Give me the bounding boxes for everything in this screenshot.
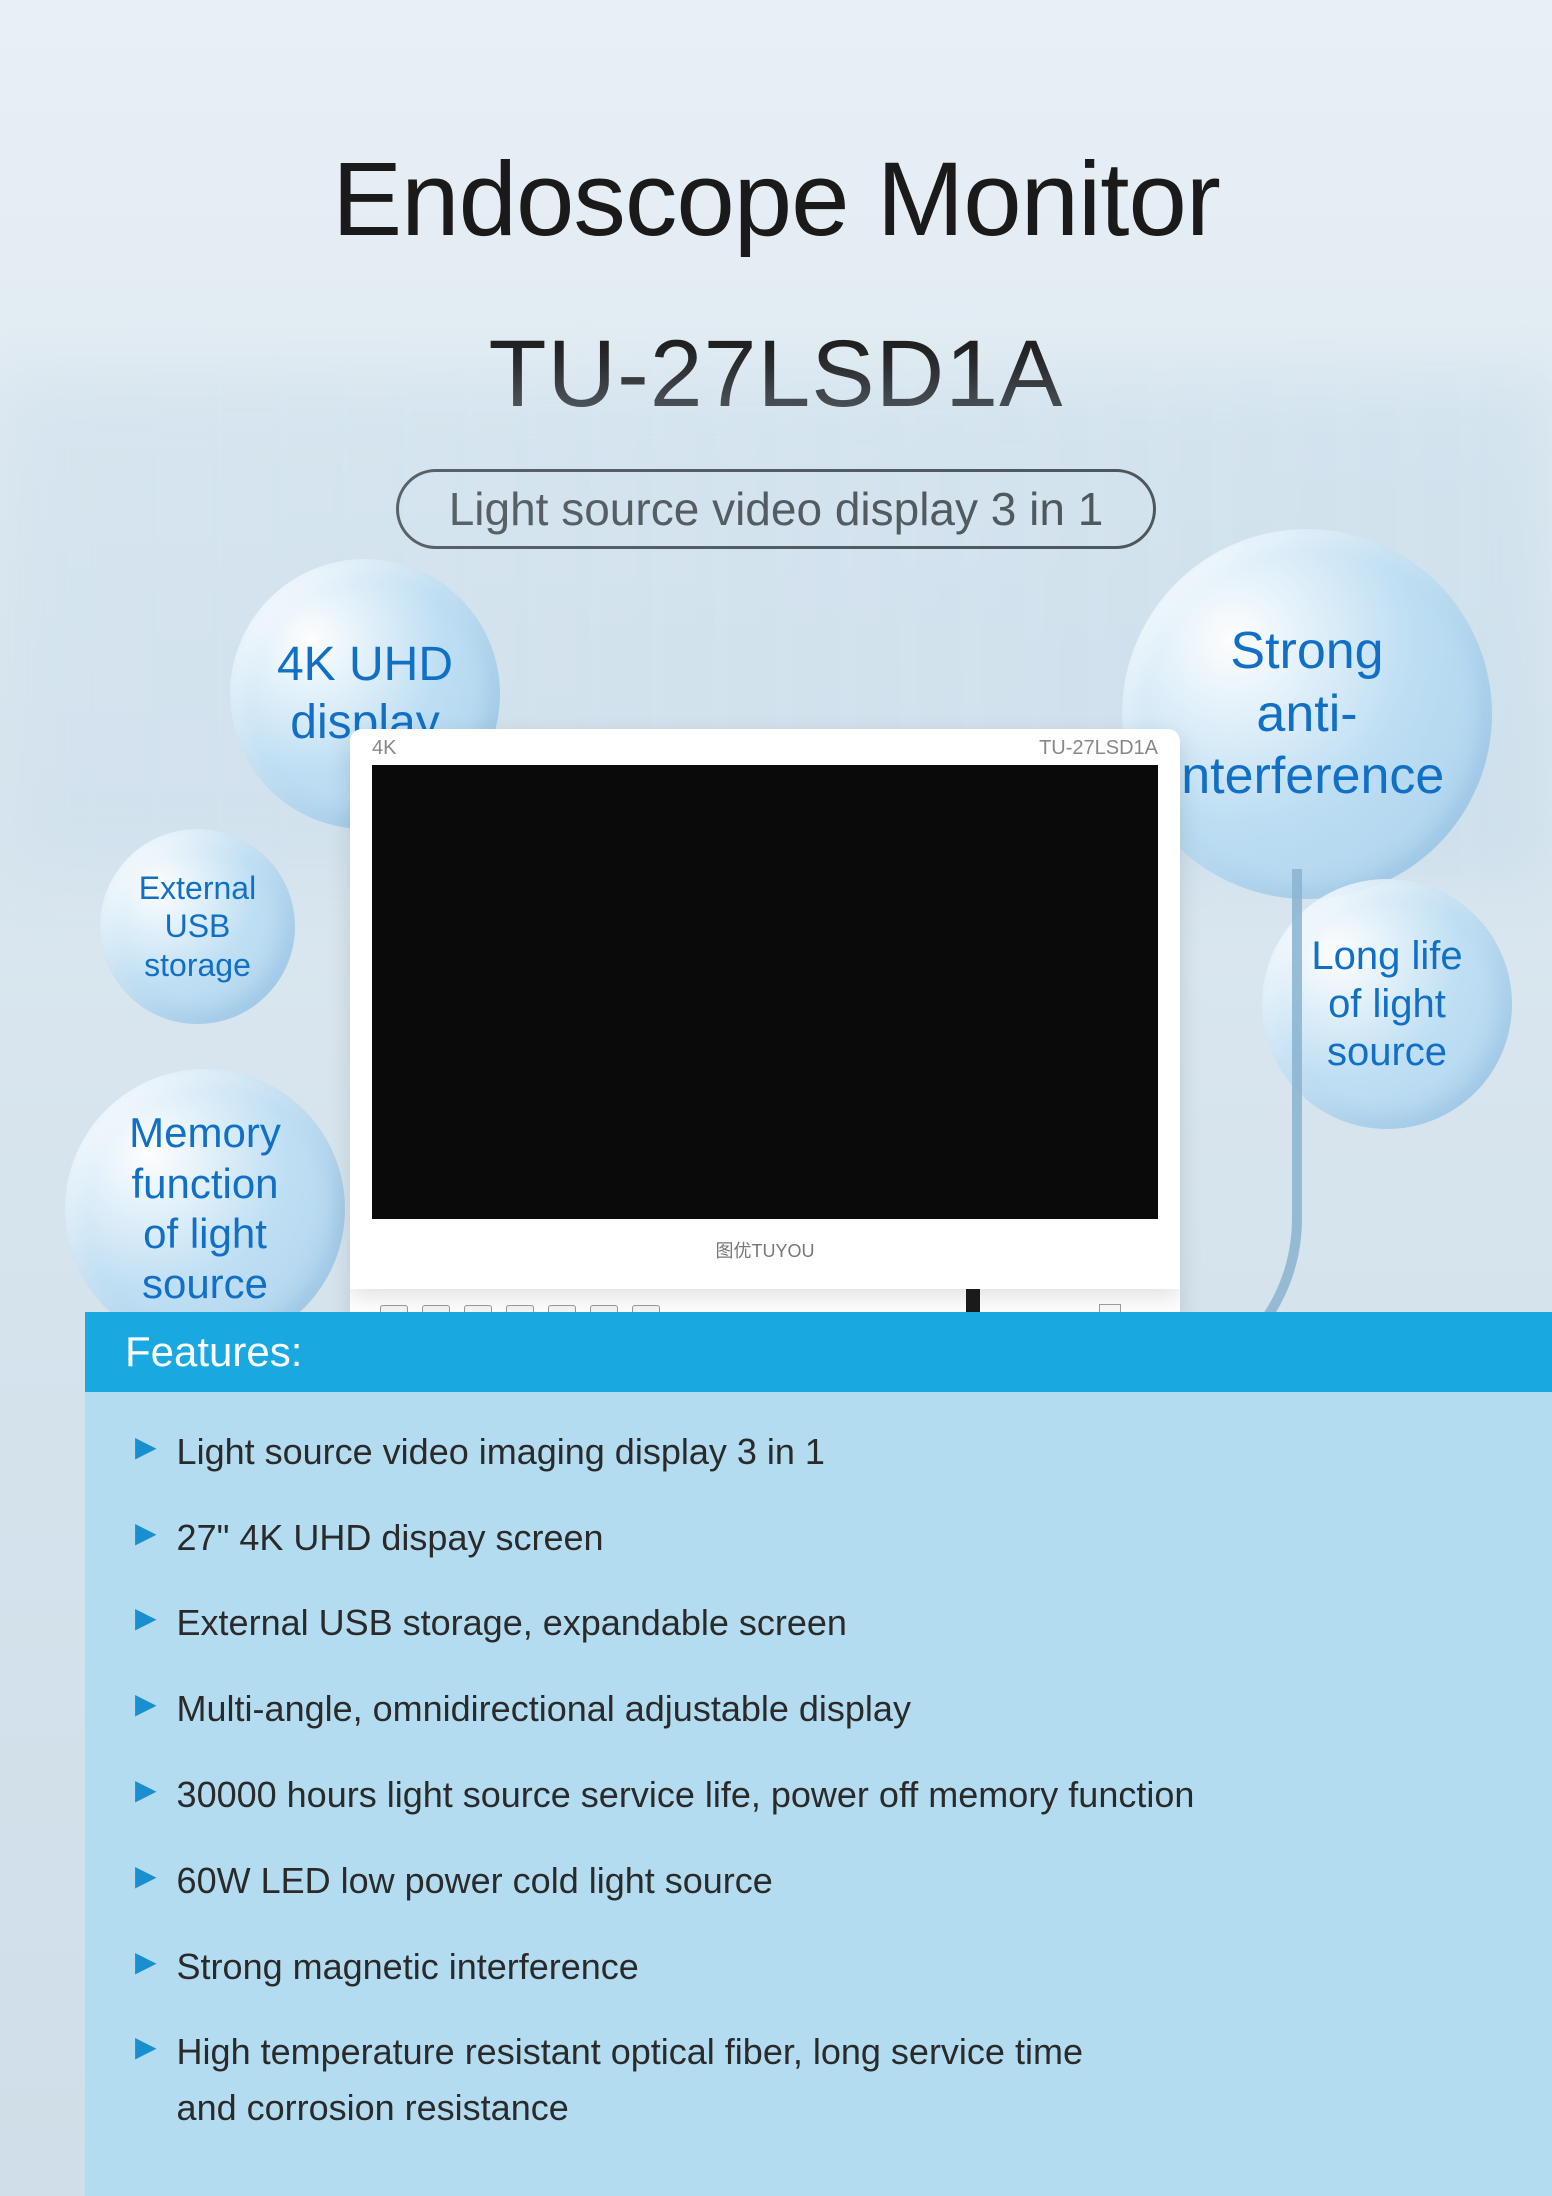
feature-item: ▶ External USB storage, expandable scree… (135, 1595, 1502, 1651)
bullet-arrow-icon: ▶ (135, 1516, 157, 1549)
features-body: ▶ Light source video imaging display 3 i… (85, 1392, 1552, 2196)
feature-item: ▶ Light source video imaging display 3 i… (135, 1424, 1502, 1480)
feature-item: ▶ 60W LED low power cold light source (135, 1853, 1502, 1909)
monitor-label-4k: 4K (372, 737, 396, 760)
monitor-bezel: 4K TU-27LSD1A 图优TUYOU (350, 729, 1180, 1289)
bullet-arrow-icon: ▶ (135, 1859, 157, 1892)
bubble-text: Memoryfunctionof lightsource (129, 1108, 281, 1310)
bullet-arrow-icon: ▶ (135, 1601, 157, 1634)
feature-text: 60W LED low power cold light source (177, 1853, 773, 1909)
monitor-brand: 图优TUYOU (716, 1237, 815, 1263)
feature-text: Multi-angle, omnidirectional adjustable … (177, 1681, 911, 1737)
feature-item: ▶ 30000 hours light source service life,… (135, 1767, 1502, 1823)
feature-text: Light source video imaging display 3 in … (177, 1424, 825, 1480)
monitor-label-model: TU-27LSD1A (1039, 737, 1158, 760)
feature-item: ▶ 27" 4K UHD dispay screen (135, 1510, 1502, 1566)
bullet-arrow-icon: ▶ (135, 2030, 157, 2063)
feature-text: Strong magnetic interference (177, 1939, 639, 1995)
feature-bubble-memory: Memoryfunctionof lightsource (65, 1069, 345, 1349)
feature-text: 30000 hours light source service life, p… (177, 1767, 1195, 1823)
bullet-arrow-icon: ▶ (135, 1945, 157, 1978)
feature-item: ▶ Strong magnetic interference (135, 1939, 1502, 1995)
page-title: Endoscope Monitor (0, 0, 1552, 260)
features-section: Features: ▶ Light source video imaging d… (85, 1312, 1552, 2196)
feature-item: ▶ Multi-angle, omnidirectional adjustabl… (135, 1681, 1502, 1737)
bubble-text: ExternalUSBstorage (139, 869, 256, 984)
feature-text: High temperature resistant optical fiber… (177, 2024, 1083, 2136)
monitor-screen (372, 765, 1158, 1219)
bullet-arrow-icon: ▶ (135, 1773, 157, 1806)
bubble-text: Long lifeof lightsource (1311, 932, 1462, 1076)
feature-item: ▶ High temperature resistant optical fib… (135, 2024, 1502, 2136)
feature-bubble-usb: ExternalUSBstorage (100, 829, 295, 1024)
features-header: Features: (85, 1312, 1552, 1392)
bullet-arrow-icon: ▶ (135, 1430, 157, 1463)
bullet-arrow-icon: ▶ (135, 1687, 157, 1720)
feature-text: 27" 4K UHD dispay screen (177, 1510, 604, 1566)
feature-text: External USB storage, expandable screen (177, 1595, 847, 1651)
